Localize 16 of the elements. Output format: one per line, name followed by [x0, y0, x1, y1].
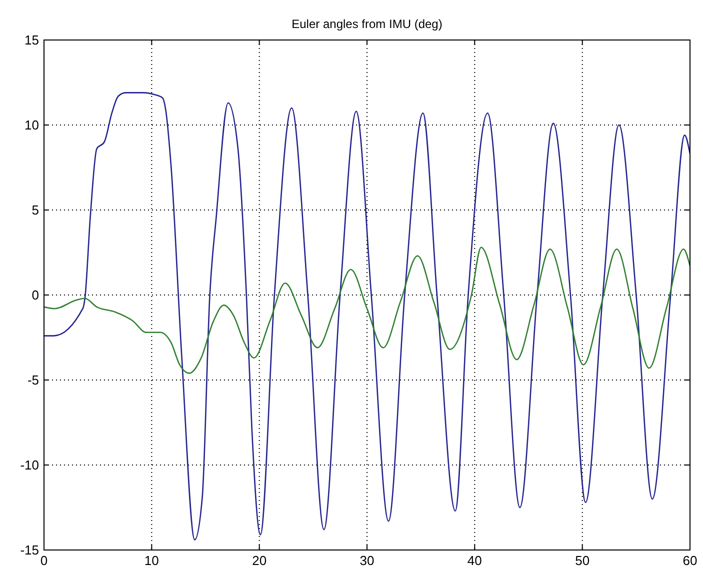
y-tick-label: 5	[32, 202, 39, 218]
y-tick-label: -15	[20, 542, 39, 558]
x-tick-label: 40	[467, 553, 482, 568]
line-series	[44, 246, 690, 374]
x-tick-label: 50	[575, 553, 590, 568]
chart-title: Euler angles from IMU (deg)	[292, 17, 442, 31]
y-tick-label: -5	[27, 372, 39, 388]
y-tick-label: -10	[20, 458, 39, 473]
x-tick-label: 20	[252, 553, 267, 568]
x-tick-label: 10	[144, 553, 159, 568]
y-tick-label: 10	[24, 118, 39, 133]
y-tick-label: 0	[32, 288, 39, 303]
x-tick-label: 30	[360, 553, 374, 568]
x-tick-label: 60	[682, 553, 698, 568]
y-tick-label: 15	[24, 32, 39, 48]
line-series	[44, 92, 690, 540]
